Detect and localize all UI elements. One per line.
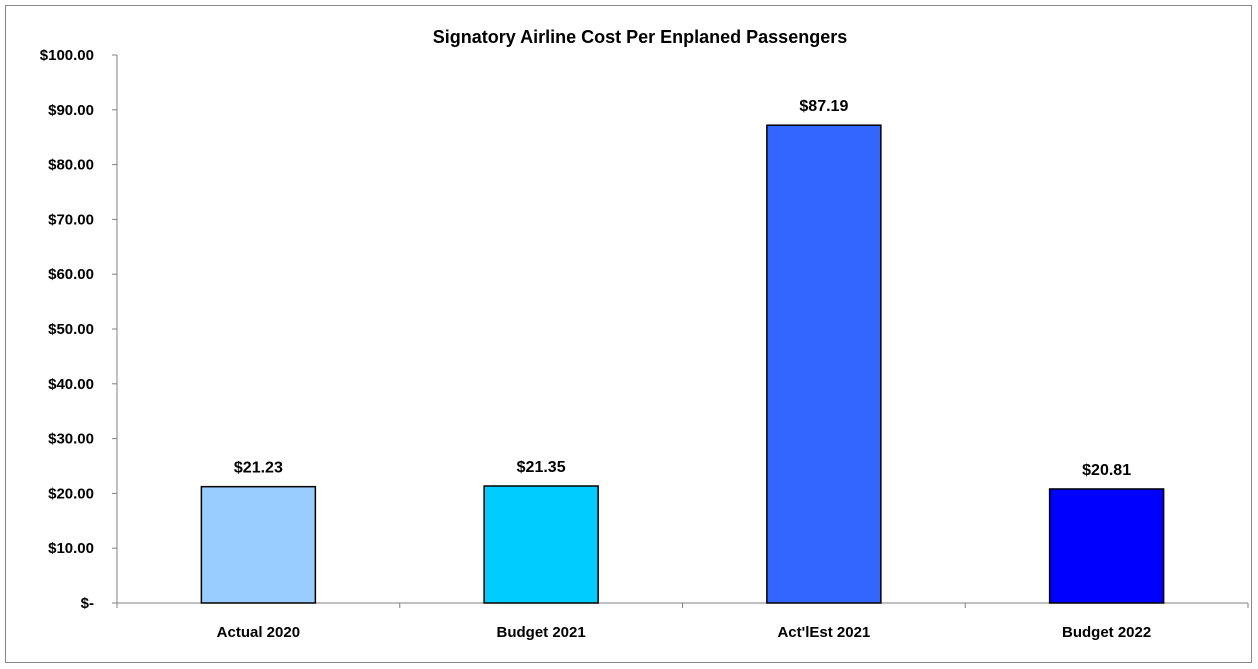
bars xyxy=(200,124,1165,604)
y-tick-label: $60.00 xyxy=(48,266,94,283)
bar xyxy=(200,485,317,604)
labels: $21.23 Actual 2020 $21.35 Budget 2021 $87.19… xyxy=(217,98,1152,641)
y-tick-label: $50.00 xyxy=(48,321,94,338)
x-tick-label: Budget 2021 xyxy=(497,624,586,641)
x-tick-label: Actual 2020 xyxy=(217,624,300,641)
y-tick-label: $80.00 xyxy=(48,157,94,174)
data-label: $21.23 xyxy=(234,460,283,477)
data-label: $87.19 xyxy=(799,98,848,115)
chart-title: Signatory Airline Cost Per Enplaned Pass… xyxy=(433,27,847,47)
x-tick-label: Act'lEst 2021 xyxy=(777,624,870,641)
y-tick-label: $40.00 xyxy=(48,376,94,393)
y-tick-label: $- xyxy=(81,595,94,612)
data-label: $20.81 xyxy=(1082,462,1131,479)
data-label: $21.35 xyxy=(517,459,566,476)
bar xyxy=(483,485,599,604)
x-tick-label: Budget 2022 xyxy=(1062,624,1151,641)
y-tick-label: $90.00 xyxy=(48,102,94,119)
y-tick-label: $20.00 xyxy=(48,485,94,502)
y-tick-label: $10.00 xyxy=(48,540,94,557)
y-tick-label: $100.00 xyxy=(40,47,94,64)
y-tick-label: $30.00 xyxy=(48,431,94,448)
bar xyxy=(1048,488,1165,604)
bar xyxy=(766,124,882,604)
y-tick-label: $70.00 xyxy=(48,211,94,228)
